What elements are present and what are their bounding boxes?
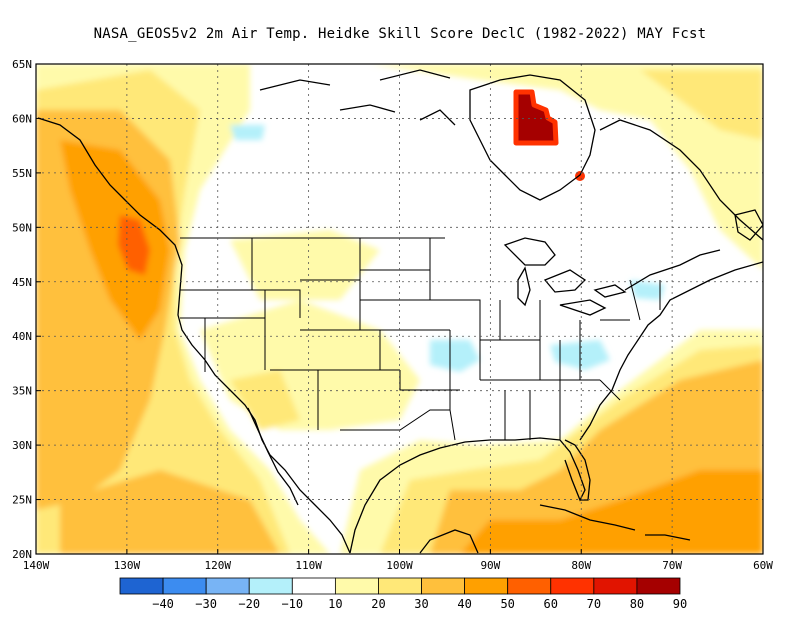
- lon-tick-label: 70W: [662, 559, 682, 572]
- lon-tick-label: 130W: [114, 559, 141, 572]
- lat-tick-label: 60N: [12, 112, 32, 125]
- lat-tick-label: 35N: [12, 385, 32, 398]
- lat-tick-label: 25N: [12, 494, 32, 507]
- colorbar-label: 50: [500, 597, 514, 611]
- colorbar-swatch: [119, 577, 164, 595]
- lon-tick-label: 110W: [295, 559, 322, 572]
- lat-tick-label: 30N: [12, 439, 32, 452]
- colorbar-label: 80: [630, 597, 644, 611]
- longitude-labels: 140W 130W 120W 110W 100W 90W 80W 70W 60W: [23, 549, 773, 572]
- colorbar-swatch: [378, 577, 422, 595]
- colorbar-swatch: [464, 577, 509, 595]
- colorbar-label: 30: [414, 597, 428, 611]
- colorbar-label: 70: [587, 597, 601, 611]
- lon-tick-label: 60W: [753, 559, 773, 572]
- latitude-labels: 65N 60N 55N 50N 45N 40N 35N 30N 25N 20N: [12, 58, 41, 561]
- colorbar-swatch: [507, 577, 552, 595]
- lat-tick-label: 65N: [12, 58, 32, 71]
- colorbar-label: −30: [195, 597, 217, 611]
- lat-tick-label: 50N: [12, 221, 32, 234]
- colorbar-swatch: [205, 577, 250, 595]
- lon-tick-label: 120W: [205, 559, 232, 572]
- colorbar-swatch: [421, 577, 466, 595]
- grid-lines: [36, 64, 763, 554]
- colorbar-label: 10: [328, 597, 342, 611]
- lat-tick-label: 55N: [12, 167, 32, 180]
- lon-tick-label: 80W: [571, 559, 591, 572]
- colorbar-swatch: [334, 577, 379, 595]
- lon-tick-label: 140W: [23, 559, 50, 572]
- colorbar-swatch: [636, 577, 681, 595]
- coastlines: [37, 69, 763, 554]
- colorbar-label: 60: [544, 597, 558, 611]
- lon-tick-label: 100W: [386, 559, 413, 572]
- colorbar-swatch: [248, 577, 293, 595]
- lat-tick-label: 20N: [12, 548, 32, 561]
- colorbar-label: 40: [457, 597, 471, 611]
- colorbar-label: 20: [371, 597, 385, 611]
- colorbar-label: 90: [673, 597, 687, 611]
- colorbar-swatch: [550, 577, 595, 595]
- colorbar: −40 −30 −20 −10 10 20 30 40 50 60 70 80 90: [119, 577, 687, 611]
- colorbar-label: −20: [238, 597, 260, 611]
- lon-tick-label: 90W: [480, 559, 500, 572]
- lat-tick-label: 40N: [12, 330, 32, 343]
- map-title: NASA_GEOS5v2 2m Air Temp. Heidke Skill S…: [93, 26, 707, 42]
- colorbar-swatch: [162, 577, 207, 595]
- colorbar-swatch: [593, 577, 638, 595]
- colorbar-label: −10: [281, 597, 303, 611]
- skill-shading: [36, 64, 763, 554]
- state-borders: [180, 237, 661, 441]
- colorbar-swatch: [291, 577, 336, 595]
- lat-tick-label: 45N: [12, 276, 32, 289]
- colorbar-label: −40: [152, 597, 174, 611]
